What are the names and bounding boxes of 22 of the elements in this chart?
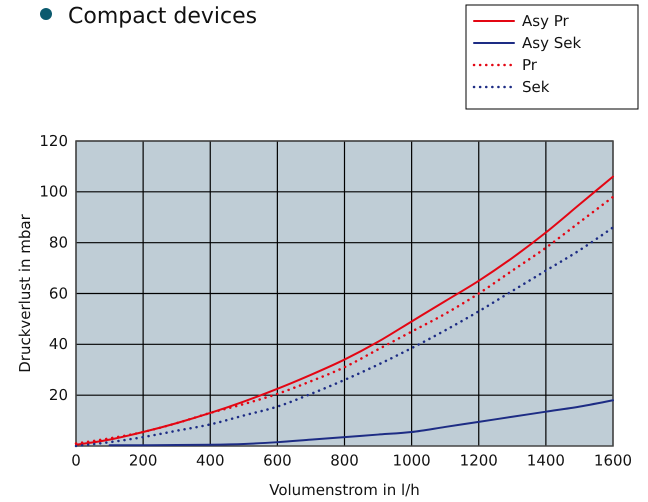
x-tick-label: 1400 — [526, 452, 565, 470]
x-axis-title: Volumenstrom in l/h — [269, 481, 420, 499]
x-tick-label: 1200 — [460, 452, 498, 470]
legend-label: Asy Sek — [522, 34, 582, 52]
y-axis-title: Druckverlust in mbar — [16, 213, 34, 373]
y-tick-label: 60 — [48, 284, 68, 302]
y-tick-label: 100 — [39, 182, 68, 201]
chart-title: Compact devices — [68, 4, 258, 29]
legend-label: Asy Pr — [522, 12, 570, 30]
x-tick-label: 200 — [128, 452, 158, 470]
x-tick-label: 1600 — [594, 452, 632, 470]
x-tick-label: 0 — [71, 452, 81, 470]
legend-label: Pr — [522, 56, 538, 74]
y-tick-label: 40 — [48, 335, 68, 354]
x-tick-label: 800 — [330, 452, 359, 470]
x-tick-label: 1000 — [392, 452, 431, 470]
x-tick-label: 400 — [196, 452, 225, 470]
y-tick-label: 120 — [39, 132, 68, 150]
y-tick-label: 20 — [48, 386, 68, 404]
legend-label: Sek — [522, 78, 550, 96]
y-tick-label: 80 — [48, 233, 68, 252]
x-tick-label: 600 — [263, 452, 292, 470]
